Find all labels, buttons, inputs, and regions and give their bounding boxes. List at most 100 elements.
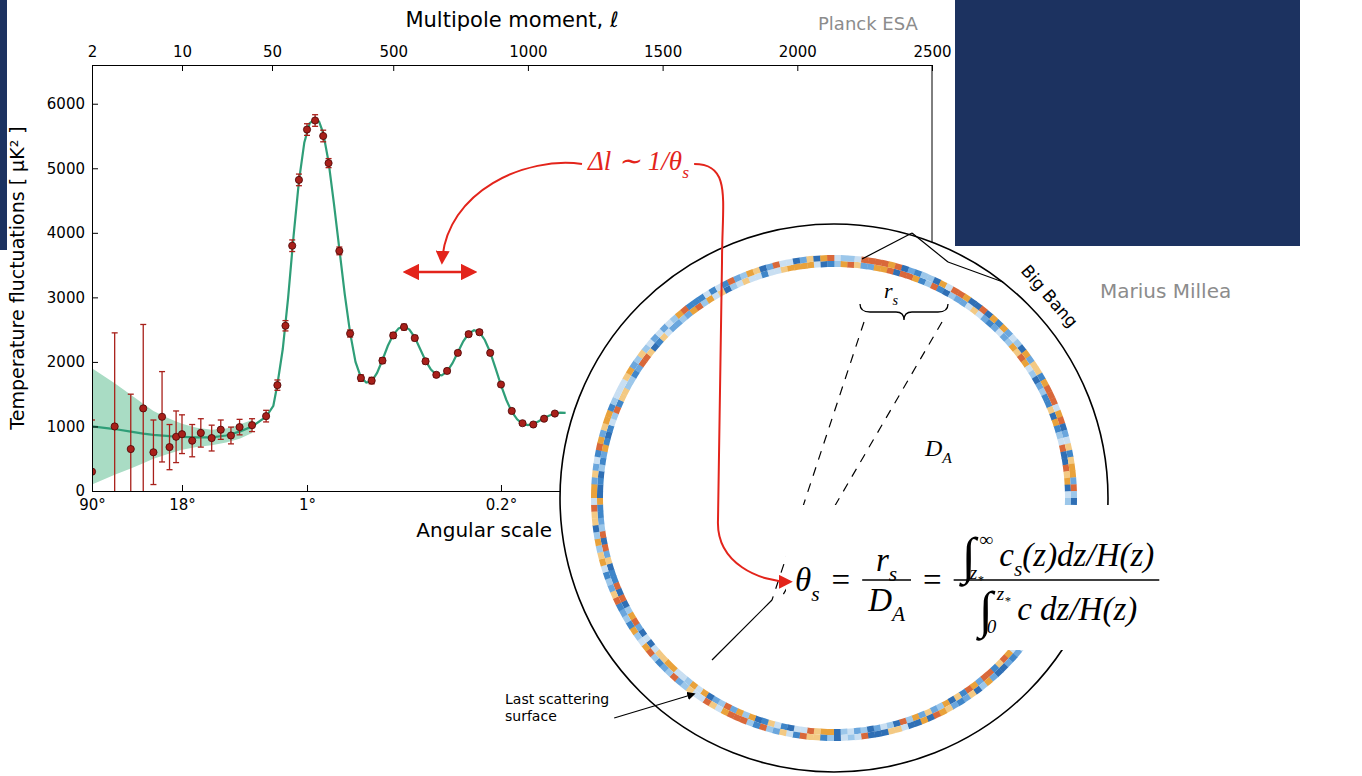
error-bar-cap <box>209 425 215 426</box>
ring-cell <box>597 477 603 484</box>
error-bar-cap <box>296 173 302 174</box>
x-axis-tick-label: 1500 <box>644 43 682 61</box>
y-axis-tick-label: 3000 <box>47 289 85 307</box>
y-axis-tick: 0 <box>75 482 98 500</box>
horizon-lines <box>862 233 1003 282</box>
ring-cell <box>1063 464 1070 472</box>
error-bar-cap <box>173 410 179 411</box>
error-bar <box>336 247 342 255</box>
data-point <box>390 332 397 339</box>
error-bar-line <box>130 394 131 491</box>
error-bar <box>150 420 156 485</box>
ring-cell <box>1070 477 1076 485</box>
data-point <box>189 437 196 444</box>
ring-cell <box>834 261 841 267</box>
ring-cell <box>848 255 856 262</box>
error-bar-cap <box>320 130 326 131</box>
error-bar <box>347 330 353 337</box>
ring-cell <box>847 734 855 740</box>
error-bar <box>304 124 310 136</box>
credit: Marius Millea <box>1100 279 1231 303</box>
ring-cell <box>786 259 794 266</box>
x2-axis-tick-mark <box>307 485 308 491</box>
data-point <box>347 330 354 337</box>
data-point <box>508 407 515 414</box>
error-bar <box>369 377 375 383</box>
x-axis-tick-label: 500 <box>379 43 408 61</box>
data-points <box>92 117 558 475</box>
ring-cell <box>1065 484 1071 491</box>
observer-line <box>712 600 772 660</box>
data-point <box>312 117 319 124</box>
ring-cell <box>1069 470 1076 478</box>
title-bar <box>955 0 1300 246</box>
data-point <box>400 323 407 330</box>
last-scattering-ring <box>591 255 1077 741</box>
x-axis-tick-mark <box>797 65 798 71</box>
x-axis-tick-mark <box>272 65 273 71</box>
error-bar-line <box>114 333 115 491</box>
y-axis-line <box>92 66 93 492</box>
data-point <box>379 357 386 364</box>
y-axis-tick-mark <box>92 168 98 169</box>
ring-cell <box>1066 450 1073 458</box>
data-point <box>282 322 289 329</box>
formula-equals: = <box>923 562 942 598</box>
error-bar-cap <box>312 114 318 115</box>
ring-cell <box>593 463 600 471</box>
ring-cell <box>599 464 606 472</box>
error-bar-cap <box>304 135 310 136</box>
ring-cell <box>827 261 834 267</box>
integral-ratio-bar <box>954 579 1160 580</box>
ring-cell <box>806 256 814 263</box>
integral-upper: ∞ <box>980 529 994 550</box>
ring-cell <box>834 255 841 261</box>
x-axis-tick: 10 <box>173 43 192 71</box>
ring-cell <box>592 470 599 478</box>
annotation-subscript: s <box>682 162 689 182</box>
error-bar <box>358 375 364 381</box>
data-point <box>197 429 204 436</box>
ring-cell <box>1064 478 1070 485</box>
integral-upper-subscript: * <box>1004 594 1011 608</box>
data-point <box>227 432 234 439</box>
ring-cell <box>799 733 807 740</box>
ring-cell <box>827 729 834 735</box>
ring-cell <box>1065 491 1071 498</box>
error-bar-cap <box>282 330 288 331</box>
y-axis-tick-mark <box>92 491 98 492</box>
ring-cell <box>867 726 875 733</box>
x-axis-tick: 50 <box>263 43 282 71</box>
error-bar-cap <box>150 419 156 420</box>
x2-axis-tick: 0.2° <box>486 485 517 514</box>
data-point <box>166 444 173 451</box>
ring-cell <box>854 256 862 263</box>
ring-cell <box>793 257 801 264</box>
error-bar-cap <box>304 123 310 124</box>
slide: 21050500100015002000250090°18°1°0.2°0100… <box>0 0 1362 776</box>
data-point <box>178 431 185 438</box>
ring-cell <box>834 735 841 741</box>
y-axis-tick-label: 1000 <box>47 418 85 436</box>
ring-cell <box>1071 484 1077 491</box>
ring-cell <box>599 531 606 539</box>
ring-cell <box>860 263 868 270</box>
data-point <box>476 329 483 336</box>
error-bar <box>401 324 407 330</box>
y-axis-tick: 3000 <box>47 289 98 307</box>
error-bar-cap <box>179 414 185 415</box>
data-point <box>465 331 472 338</box>
error-bar-cap <box>237 434 243 435</box>
error-bar-cap <box>198 446 204 447</box>
error-bar-cap <box>167 424 173 425</box>
ring-cell <box>854 733 862 740</box>
integral-sign: ∫ <box>959 527 979 587</box>
x2-axis-tick-label: 1° <box>299 496 316 514</box>
ring-cell <box>827 735 834 741</box>
ring-cell <box>799 257 807 264</box>
error-bar <box>167 425 173 470</box>
surface-pointer <box>614 694 694 718</box>
x2-axis-tick: 1° <box>299 485 316 514</box>
x-axis-tick-label: 50 <box>263 43 282 61</box>
error-bar <box>209 425 215 451</box>
